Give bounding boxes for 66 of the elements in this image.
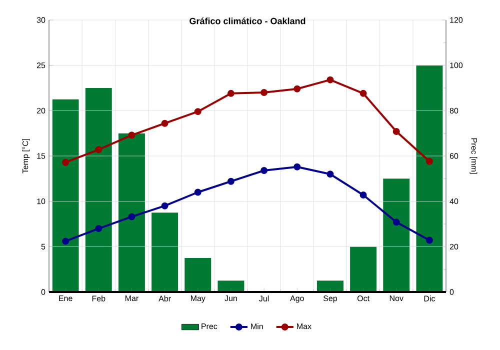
legend-label: Prec <box>202 324 218 330</box>
bar <box>152 212 178 292</box>
x-tick-label: Jul <box>259 296 269 302</box>
legend-label: Max <box>297 324 312 330</box>
point <box>326 170 334 178</box>
x-tick-label: Oct <box>357 296 370 302</box>
x-tick-label: Sep <box>323 296 337 303</box>
point <box>194 108 202 116</box>
y2-tick-label: 40 <box>450 198 458 204</box>
point <box>227 178 234 185</box>
bar <box>218 280 244 292</box>
point <box>294 163 301 170</box>
y2-tick-label: 80 <box>450 108 458 114</box>
point <box>95 146 102 154</box>
y-tick-label: 0 <box>41 289 46 295</box>
x-tick-label: Feb <box>92 296 106 302</box>
chart-title: Gráfico climático - Oakland <box>190 18 306 24</box>
y-tick-label: 20 <box>36 108 46 114</box>
point <box>62 238 70 245</box>
y-tick-label: 30 <box>36 17 46 23</box>
point <box>392 218 400 226</box>
y2-tick-label: 60 <box>450 153 458 159</box>
point <box>227 90 234 97</box>
point <box>62 158 70 166</box>
point <box>260 89 268 96</box>
bar <box>416 65 443 292</box>
bar <box>85 88 112 292</box>
x-tick-label: Abr <box>158 296 171 302</box>
point <box>260 166 268 174</box>
point <box>360 90 367 97</box>
point <box>426 158 433 165</box>
point <box>128 132 136 139</box>
x-tick-label: May <box>190 296 206 303</box>
bar <box>52 99 79 292</box>
point <box>95 225 102 232</box>
y-axis-title: Temp [°C] <box>22 138 30 174</box>
y-tick-label: 25 <box>36 62 46 68</box>
bar <box>118 133 145 292</box>
bar <box>184 258 212 292</box>
y-tick-label: 15 <box>37 153 46 159</box>
y2-tick-label: 0 <box>450 289 454 295</box>
point <box>326 76 334 84</box>
bar <box>350 246 377 292</box>
point <box>161 202 168 210</box>
x-tick-label: Jun <box>224 296 237 302</box>
x-tick-label: Mar <box>125 296 138 302</box>
point <box>360 191 367 198</box>
point <box>294 85 301 92</box>
x-tick-label: Nov <box>390 296 404 302</box>
point <box>426 236 433 244</box>
bar <box>383 178 410 292</box>
x-tick-label: Ene <box>59 296 72 302</box>
y2-tick-label: 100 <box>450 62 463 68</box>
y-tick-label: 5 <box>41 244 46 250</box>
y-tick-label: 10 <box>37 198 46 204</box>
x-tick-label: Dic <box>424 296 436 302</box>
point <box>194 188 202 196</box>
y2-tick-label: 120 <box>450 17 463 23</box>
legend-label: Min <box>251 323 263 330</box>
y2-tick-label: 20 <box>450 244 458 250</box>
point <box>392 128 400 136</box>
x-tick-label: Ago <box>290 296 304 303</box>
bar <box>316 280 344 292</box>
y2-axis-title: Prec [mm] <box>470 138 478 174</box>
point <box>128 213 136 220</box>
point <box>161 120 168 127</box>
